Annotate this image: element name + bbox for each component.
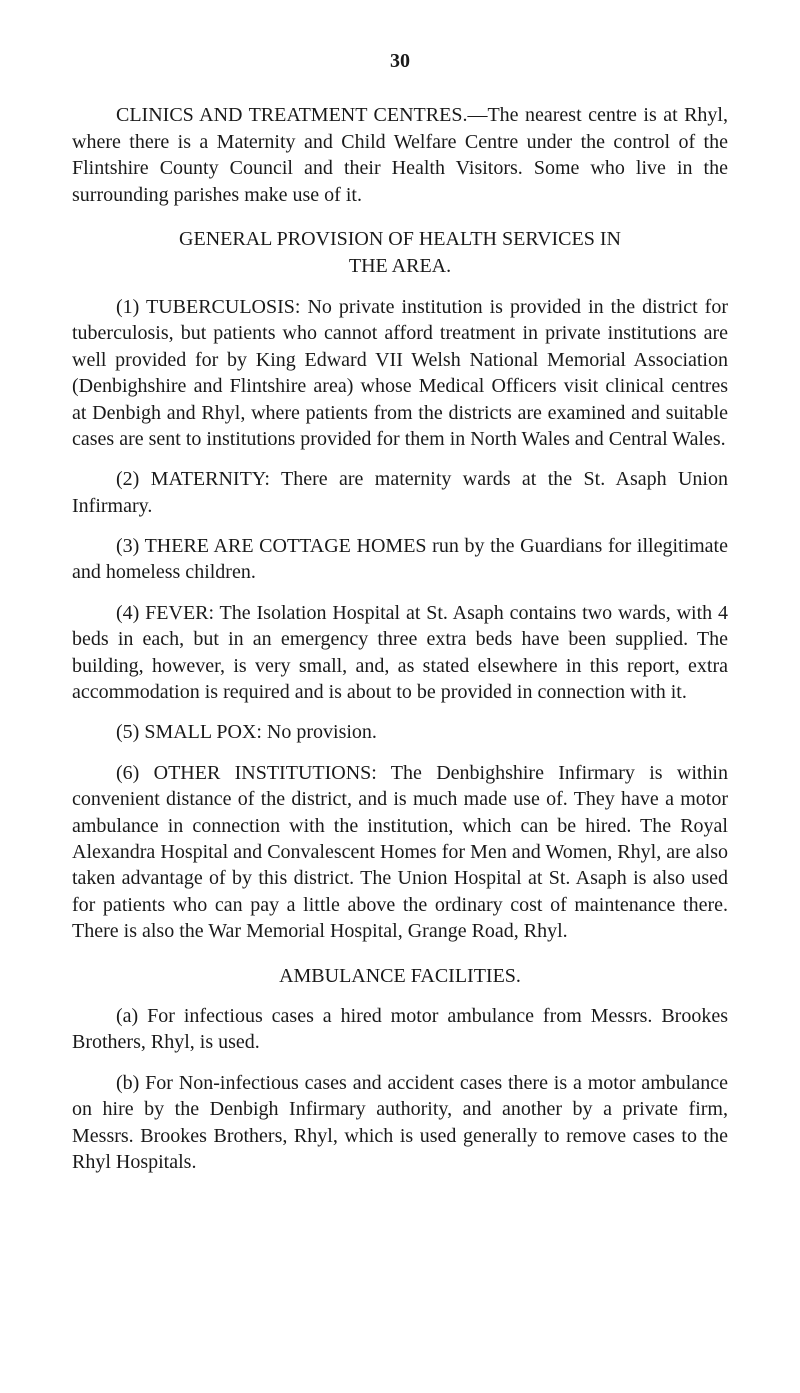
paragraph-other-institutions: (6) OTHER INSTITUTIONS: The Denbighshire… <box>72 760 728 945</box>
document-page: 30 CLINICS AND TREATMENT CENTRES.—The ne… <box>0 0 800 1245</box>
paragraph-ambulance-b: (b) For Non-infectious cases and acciden… <box>72 1070 728 1176</box>
heading-general-provision: GENERAL PROVISION OF HEALTH SERVICES IN … <box>72 226 728 280</box>
paragraph-smallpox: (5) SMALL POX: No provision. <box>72 719 728 745</box>
paragraph-ambulance-a: (a) For infectious cases a hired motor a… <box>72 1003 728 1056</box>
heading-line-2: THE AREA. <box>349 255 451 277</box>
paragraph-cottage-homes: (3) THERE ARE COTTAGE HOMES run by the G… <box>72 533 728 586</box>
paragraph-fever: (4) FEVER: The Isolation Hospital at St.… <box>72 600 728 706</box>
heading-line-1: GENERAL PROVISION OF HEALTH SERVICES IN <box>179 228 621 250</box>
heading-ambulance-facilities: AMBULANCE FACILITIES. <box>72 963 728 989</box>
page-number: 30 <box>72 48 728 74</box>
paragraph-tuberculosis: (1) TUBERCULOSIS: No private institution… <box>72 294 728 452</box>
paragraph-clinics: CLINICS AND TREATMENT CENTRES.—The neare… <box>72 102 728 208</box>
paragraph-maternity: (2) MATERNITY: There are maternity wards… <box>72 466 728 519</box>
